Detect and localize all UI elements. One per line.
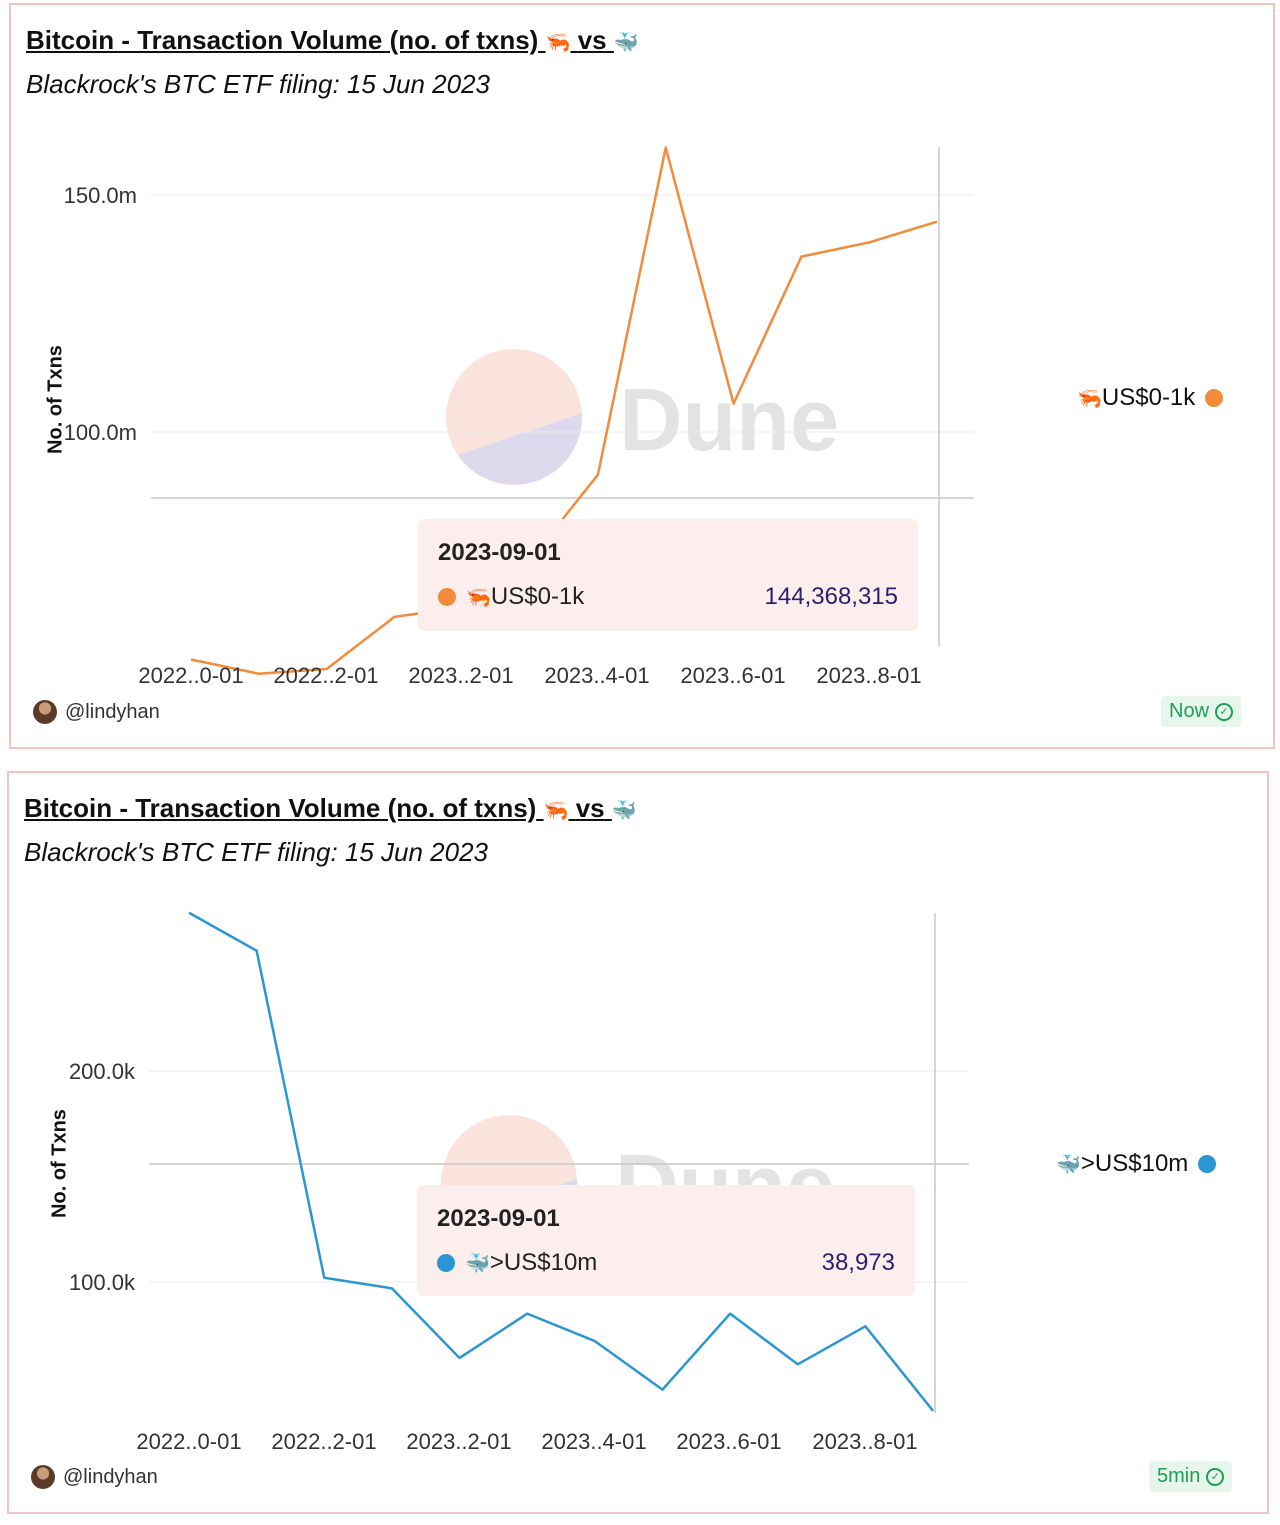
badge-label: Now [1169,700,1210,722]
x-tick-label: 2023..4-01 [544,663,649,688]
watermark-wedge [458,413,583,485]
x-tick-label: 2022..2-01 [273,663,378,688]
tooltip-series: US$0-1k [490,583,585,610]
series-line [190,146,938,675]
check-icon: ✓ [1206,1467,1225,1486]
dune-watermark: Dune [446,349,839,485]
tooltip-row: 🐳 >US$10m 38,973 [437,1249,895,1277]
author-link[interactable]: @lindyhan [33,700,160,724]
author-name: @lindyhan [65,700,160,723]
tooltip-series: >US$10m [489,1249,598,1276]
y-tick-label: 100.0m [64,420,137,445]
chart-subtitle: Blackrock's BTC ETF filing: 15 Jun 2023 [26,69,491,99]
tooltip-date: 2023-09-01 [437,1205,560,1232]
x-tick-label: 2022..0-01 [138,663,243,688]
series-line [188,911,934,1412]
author-name: @lindyhan [63,1465,158,1488]
x-tick-label: 2023..2-01 [408,663,513,688]
whale-icon: 🐳 [613,31,639,54]
avatar [31,1465,55,1489]
shrimp-icon: 🦐 [466,586,491,609]
tooltip-dot [437,1254,455,1272]
author-link[interactable]: @lindyhan [31,1465,158,1489]
chart-title-vs: vs [575,793,605,823]
x-tick-label: 2022..2-01 [271,1429,376,1454]
legend-dot [1198,1155,1217,1173]
line-chart: Dune 150.0m 100.0m 2022..0-01 2022..2-01 2023… [64,146,974,688]
chart-title[interactable]: Bitcoin - Transaction Volume (no. of txn… [24,793,637,824]
tooltip-row: 🦐 US$0-1k 144,368,315 [438,583,898,611]
whale-icon: 🐳 [611,799,637,822]
chart-subtitle: Blackrock's BTC ETF filing: 15 Jun 2023 [24,837,489,867]
whale-icon: 🐳 [465,1252,490,1275]
legend-item[interactable]: 🐳 >US$10m [1056,1150,1217,1178]
refresh-badge[interactable]: Now ✓ [1161,696,1242,727]
refresh-badge[interactable]: 5min ✓ [1149,1461,1233,1492]
legend-label: >US$10m [1080,1150,1189,1177]
chart-panel-1: Bitcoin - Transaction Volume (no. of txn… [9,3,1275,749]
tooltip-value: 38,973 [821,1249,895,1276]
tooltip: 2023-09-01 🐳 >US$10m 38,973 [417,1185,915,1296]
chart-title-text: Bitcoin - Transaction Volume (no. of txn… [24,793,537,823]
badge-label: 5min [1157,1465,1201,1487]
legend-dot [1205,389,1224,407]
x-tick-label: 2023..2-01 [406,1429,511,1454]
x-tick-label: 2023..6-01 [680,663,785,688]
x-tick-label: 2023..4-01 [541,1429,646,1454]
x-tick-label: 2023..6-01 [676,1429,781,1454]
whale-icon: 🐳 [1056,1153,1081,1176]
tooltip-date: 2023-09-01 [438,539,561,566]
tooltip-dot [438,588,456,606]
legend-label: US$0-1k [1101,384,1196,411]
legend-item[interactable]: 🦐 US$0-1k [1077,384,1224,412]
tooltip: 2023-09-01 🦐 US$0-1k 144,368,315 [418,519,918,631]
shrimp-icon: 🦐 [545,31,571,54]
line-chart: Dune200.0k100.0k2022..0-012022..2-012023… [69,911,969,1454]
y-tick-label: 100.0k [69,1270,136,1295]
y-tick-label: 150.0m [64,183,137,208]
y-tick-label: 200.0k [69,1059,136,1084]
x-tick-label: 2023..8-01 [812,1429,917,1454]
x-tick-label: 2023..8-01 [816,663,921,688]
shrimp-icon: 🦐 [1077,387,1102,410]
chart-panel-2: Bitcoin - Transaction Volume (no. of txn… [7,771,1269,1514]
tooltip-value: 144,368,315 [764,583,898,610]
check-icon: ✓ [1215,702,1234,721]
x-tick-label: 2022..0-01 [136,1429,241,1454]
shrimp-icon: 🦐 [543,799,569,822]
chart-title-text: Bitcoin - Transaction Volume (no. of txn… [26,25,539,55]
chart-title[interactable]: Bitcoin - Transaction Volume (no. of txn… [26,25,639,56]
avatar [33,700,57,724]
chart-title-vs: vs [577,25,607,55]
